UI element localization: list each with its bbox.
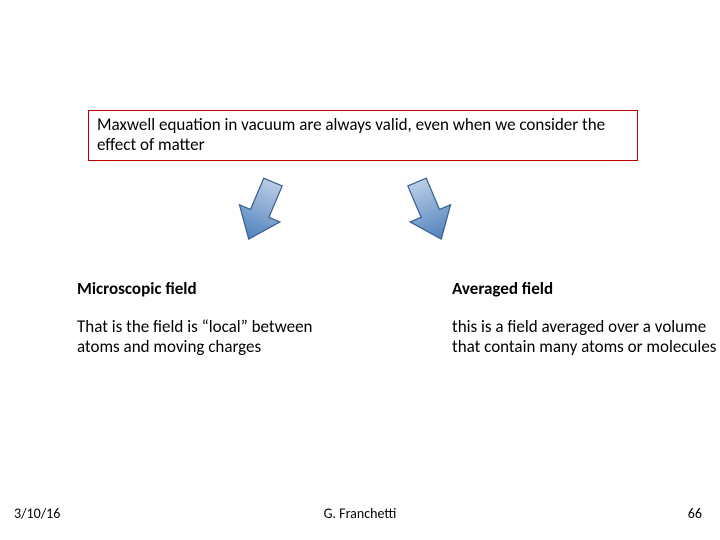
left-column-title: Microscopic field	[77, 278, 342, 299]
right-column-body: this is a field averaged over a volume t…	[452, 317, 717, 358]
arrow-right-icon	[390, 166, 471, 249]
arrow-left-icon	[220, 166, 301, 249]
left-column: Microscopic field That is the field is “…	[77, 278, 342, 358]
right-column-title: Averaged field	[452, 278, 717, 299]
left-column-body: That is the field is “local” between ato…	[77, 317, 342, 358]
statement-box: Maxwell equation in vacuum are always va…	[88, 110, 638, 161]
statement-text: Maxwell equation in vacuum are always va…	[97, 114, 605, 155]
footer-page: 66	[688, 505, 702, 522]
right-column: Averaged field this is a field averaged …	[452, 278, 717, 358]
footer-author: G. Franchetti	[324, 505, 397, 522]
footer-date: 3/10/16	[14, 505, 60, 522]
